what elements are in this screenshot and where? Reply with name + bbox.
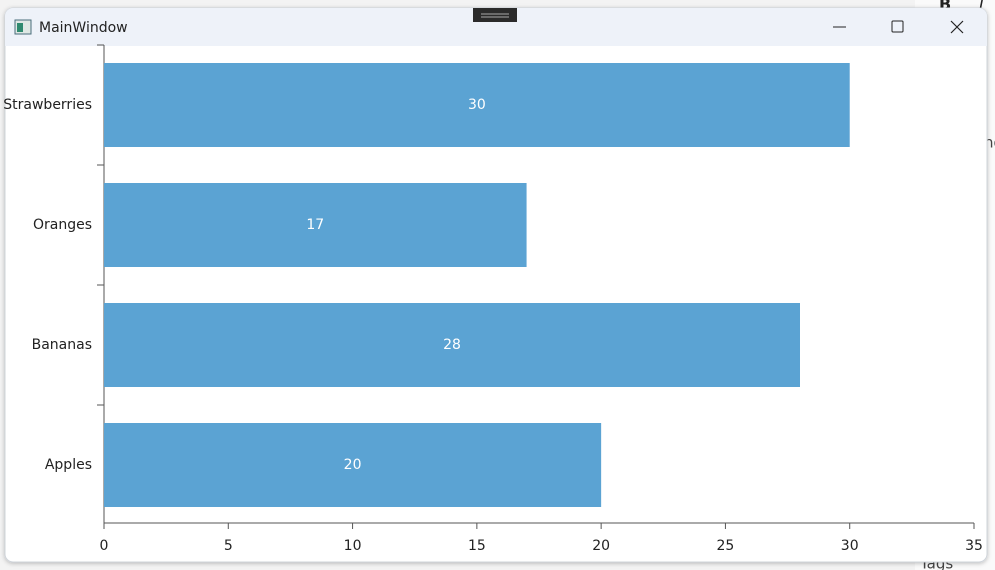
bar [104, 423, 602, 507]
close-button[interactable] [950, 20, 964, 34]
x-tick-label: 30 [841, 538, 859, 554]
title-bar [5, 8, 987, 46]
maximize-button[interactable] [891, 20, 904, 33]
bar [104, 63, 850, 147]
bar-label: 30 [468, 97, 486, 113]
y-tick-label: Oranges [33, 217, 92, 233]
italic-button: I [979, 0, 984, 14]
x-tick-label: 0 [100, 538, 109, 554]
bar [104, 183, 527, 267]
drag-handle[interactable] [473, 8, 517, 22]
bar-label: 17 [306, 217, 324, 233]
bar-label: 28 [443, 337, 461, 353]
x-tick-label: 25 [717, 538, 735, 554]
background-text: ng [984, 134, 995, 152]
x-tick-label: 20 [592, 538, 610, 554]
app-icon-part [17, 23, 23, 32]
x-tick-label: 15 [468, 538, 486, 554]
bar [104, 303, 800, 387]
y-tick-label: Apples [45, 457, 92, 473]
x-tick-label: 10 [344, 538, 362, 554]
y-tick-label: Bananas [32, 337, 92, 353]
y-tick-label: Strawberries [3, 97, 92, 113]
x-tick-label: 5 [224, 538, 233, 554]
window-title: MainWindow [39, 20, 128, 36]
bar-label: 20 [344, 457, 362, 473]
chart: 0 5 10 15 20 25 30 35 Apples 20 Bananas 28 Oranges 17… [3, 44, 983, 554]
x-tick-label: 35 [965, 538, 983, 554]
